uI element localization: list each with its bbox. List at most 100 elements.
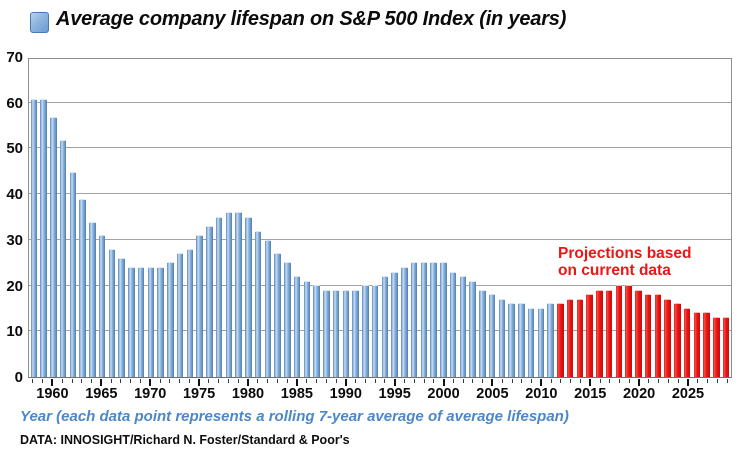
x-tick-label-2000: 2000 [427, 386, 460, 402]
bar-slot-2003 [468, 59, 478, 377]
bar-slot-1962 [68, 59, 78, 377]
minor-tick-2024 [677, 379, 679, 383]
bar-slot-2018 [614, 59, 624, 377]
bar-1985 [293, 276, 301, 377]
bar-slot-1967 [117, 59, 127, 377]
bar-2009 [527, 307, 535, 377]
minor-tick-1971 [159, 379, 161, 383]
minor-tick-2019 [628, 379, 630, 383]
bar-slot-2004 [478, 59, 488, 377]
bar-1991 [352, 289, 359, 377]
gridline-30 [29, 238, 731, 240]
bar-slot-2017 [604, 59, 614, 377]
minor-tick-2026 [697, 379, 699, 383]
bar-slot-1996 [400, 59, 410, 377]
bar-1992 [362, 285, 369, 377]
bar-1997 [410, 262, 418, 377]
minor-tick-2011 [550, 379, 552, 383]
x-tick-label-1965: 1965 [85, 386, 118, 402]
x-axis: 1960 1965 1970 1975 1980 1985 1990 1995 2000 2005… [28, 379, 732, 403]
bar-2012 [557, 303, 564, 377]
x-axis-caption: Year (each data point represents a rolli… [20, 408, 569, 425]
minor-tick-1999 [433, 379, 435, 383]
minor-tick-1969 [139, 379, 141, 383]
bar-2006 [498, 298, 506, 377]
bar-slot-1984 [283, 59, 293, 377]
minor-tick-1961 [61, 379, 63, 383]
bar-slot-1983 [273, 59, 283, 377]
x-tick-label-2015: 2015 [574, 386, 607, 402]
x-tick-label-1960: 1960 [36, 386, 69, 402]
minor-tick-2016 [599, 379, 601, 383]
major-tick-2010 [540, 379, 543, 386]
bar-slot-1971 [156, 59, 166, 377]
bar-1962 [69, 171, 77, 377]
bar-series [29, 59, 731, 377]
bar-1999 [430, 262, 437, 377]
major-tick-2015 [589, 379, 592, 386]
bar-slot-2009 [526, 59, 536, 377]
minor-tick-1979 [237, 379, 239, 383]
bar-1982 [264, 239, 272, 377]
bar-2026 [693, 312, 701, 377]
bar-slot-2012 [556, 59, 566, 377]
minor-tick-2012 [560, 379, 562, 383]
y-tick-label-50: 50 [6, 140, 23, 158]
bar-slot-2022 [653, 59, 663, 377]
bar-1972 [167, 262, 174, 377]
x-tick-label-1995: 1995 [378, 386, 411, 402]
y-tick-label-20: 20 [6, 277, 23, 295]
bar-1981 [254, 230, 262, 377]
bar-1986 [303, 280, 311, 377]
bar-1970 [147, 266, 155, 377]
bar-slot-1980 [244, 59, 254, 377]
x-tick-label-2005: 2005 [476, 386, 509, 402]
bar-slot-1966 [107, 59, 117, 377]
minor-tick-2002 [462, 379, 464, 383]
bar-slot-1993 [370, 59, 380, 377]
major-tick-2025 [687, 379, 689, 386]
bar-slot-1969 [136, 59, 146, 377]
bar-slot-2019 [624, 59, 634, 377]
bar-1960 [50, 117, 57, 377]
y-tick-label-60: 60 [6, 94, 23, 112]
major-tick-2005 [491, 379, 494, 386]
x-tick-label-2020: 2020 [622, 386, 656, 402]
major-tick-1980 [247, 379, 249, 386]
bar-1969 [137, 266, 145, 377]
bar-slot-2014 [575, 59, 585, 377]
bar-slot-1976 [205, 59, 215, 377]
bar-1963 [79, 198, 86, 377]
bar-slot-1997 [409, 59, 419, 377]
bar-slot-1988 [322, 59, 332, 377]
data-source: DATA: INNOSIGHT/Richard N. Foster/Standa… [20, 433, 350, 447]
bar-2002 [459, 276, 467, 377]
projection-annotation: Projections based on current data [558, 245, 692, 279]
bar-1958 [30, 98, 38, 377]
minor-tick-2021 [648, 379, 650, 383]
minor-tick-2003 [472, 379, 474, 383]
bar-1975 [196, 235, 203, 377]
bar-slot-1973 [175, 59, 185, 377]
bar-slot-1999 [429, 59, 439, 377]
bar-slot-1995 [390, 59, 400, 377]
bar-slot-1970 [146, 59, 156, 377]
bar-slot-1963 [78, 59, 88, 377]
minor-tick-2008 [521, 379, 523, 383]
minor-tick-1972 [169, 379, 171, 383]
bar-slot-2005 [487, 59, 497, 377]
minor-tick-1967 [120, 379, 122, 383]
major-tick-1965 [100, 379, 103, 386]
bar-slot-1968 [127, 59, 137, 377]
bar-slot-2025 [682, 59, 692, 377]
bar-2022 [654, 294, 662, 377]
minor-tick-1993 [374, 379, 376, 383]
bar-1977 [215, 217, 223, 377]
minor-tick-1963 [81, 379, 83, 383]
minor-tick-1982 [267, 379, 269, 383]
x-tick-label-1990: 1990 [329, 386, 362, 402]
bar-2018 [615, 285, 623, 377]
bar-slot-2020 [634, 59, 644, 377]
bar-1965 [98, 235, 106, 377]
